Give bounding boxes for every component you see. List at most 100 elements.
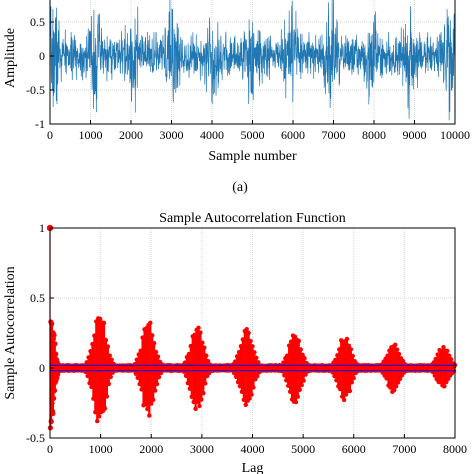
acf-marker [102,406,108,411]
acf-marker [400,358,406,364]
acf-marker [243,402,248,407]
acf-marker [153,349,159,355]
acf-marker [197,403,202,409]
acf-marker [350,353,355,359]
panel-a-y-ticks: -1 -0.5 0 0.5 [26,15,54,131]
x-tick-label: 6000 [281,128,305,142]
acf-marker [351,375,356,381]
acf-marker [301,378,306,383]
acf-marker [249,392,254,397]
panel-b-x-axis-label: Lag [242,461,264,474]
y-tick-label: -0.5 [26,431,45,445]
acf-marker [196,325,201,331]
panel-a-x-axis-label: Sample number [208,149,297,164]
acf-marker [445,348,450,354]
panel-b-acf-stems [46,224,458,431]
acf-marker [447,353,452,358]
x-tick-label: 10000 [440,128,470,142]
acf-marker [152,388,158,393]
panel-a-caption: (a) [232,180,248,195]
acf-marker [248,338,253,344]
acf-marker [297,387,302,392]
acf-marker [441,345,446,350]
acf-marker [348,347,354,352]
y-tick-label: 0.5 [30,291,45,305]
x-tick-label: 0 [47,442,53,456]
y-tick-label: -0.5 [26,83,45,97]
acf-marker [201,391,206,396]
acf-marker [302,356,307,361]
x-tick-label: 8000 [443,442,467,456]
x-tick-label: 0 [47,128,53,142]
x-tick-label: 3000 [160,128,184,142]
acf-marker [344,336,350,342]
acf-marker [256,360,261,365]
panel-a-signal-trace [50,0,455,121]
acf-marker [105,344,111,349]
panel-a-signal-plot: 0 1000 2000 3000 4000 5000 6000 7000 8000 9000 100… [3,0,470,164]
panel-b-grid [49,227,456,439]
x-tick-label: 3000 [190,442,214,456]
acf-marker [154,381,160,387]
acf-marker [246,330,251,336]
acf-marker [107,353,112,358]
acf-marker [199,397,204,402]
acf-marker [203,381,208,386]
x-tick-label: 4000 [200,128,224,142]
acf-marker [147,413,152,418]
y-tick-label: -1 [35,117,45,131]
acf-marker [104,394,110,399]
panel-b-y-axis-label: Sample Autocorrelation [3,266,18,399]
acf-marker [299,382,304,388]
x-tick-label: 7000 [322,128,346,142]
panel-b-title: Sample Autocorrelation Function [159,211,346,226]
acf-marker [393,342,398,348]
acf-marker [204,353,209,358]
x-tick-label: 1000 [79,128,103,142]
acf-marker [446,376,451,382]
acf-marker [296,338,301,344]
x-tick-label: 5000 [291,442,315,456]
acf-marker [255,373,260,379]
acf-marker [298,347,303,352]
acf-marker [244,326,249,332]
acf-marker [247,396,252,401]
acf-marker [109,357,114,362]
acf-marker [151,340,157,346]
x-tick-label: 2000 [139,442,163,456]
x-tick-label: 4000 [241,442,265,456]
acf-marker [295,394,301,399]
panel-b-autocorrelation-plot: Sample Autocorrelation Function 0 1000 200… [3,211,467,474]
acf-marker [103,337,109,343]
acf-marker [51,388,58,394]
panel-b-x-ticks: 0 1000 2000 3000 4000 5000 6000 7000 8000 [47,434,467,456]
acf-marker [50,410,56,417]
acf-marker [448,357,454,362]
acf-marker [442,384,447,389]
acf-marker [202,345,207,350]
acf-marker [51,395,57,401]
acf-marker [396,351,402,357]
acf-marker [156,374,162,380]
acf-marker [347,388,353,394]
y-tick-label: 1 [39,221,45,235]
acf-marker [395,380,401,385]
x-tick-label: 1000 [89,442,113,456]
acf-marker [155,354,161,359]
acf-marker [254,355,259,361]
acf-marker [300,352,305,358]
acf-marker [205,359,211,364]
panel-b-y-ticks: -0.5 0 0.5 1 [26,221,54,445]
x-tick-label: 5000 [241,128,265,142]
acf-marker [148,320,153,325]
x-tick-label: 9000 [403,128,427,142]
acf-marker [292,334,298,339]
acf-marker [392,387,397,393]
x-tick-label: 2000 [119,128,143,142]
acf-marker [150,333,155,338]
panel-a-x-ticks: 0 1000 2000 3000 4000 5000 6000 7000 8000 9000 100… [47,120,470,142]
acf-marker [341,397,347,403]
y-tick-label: 0 [39,361,45,375]
acf-marker [51,332,57,338]
